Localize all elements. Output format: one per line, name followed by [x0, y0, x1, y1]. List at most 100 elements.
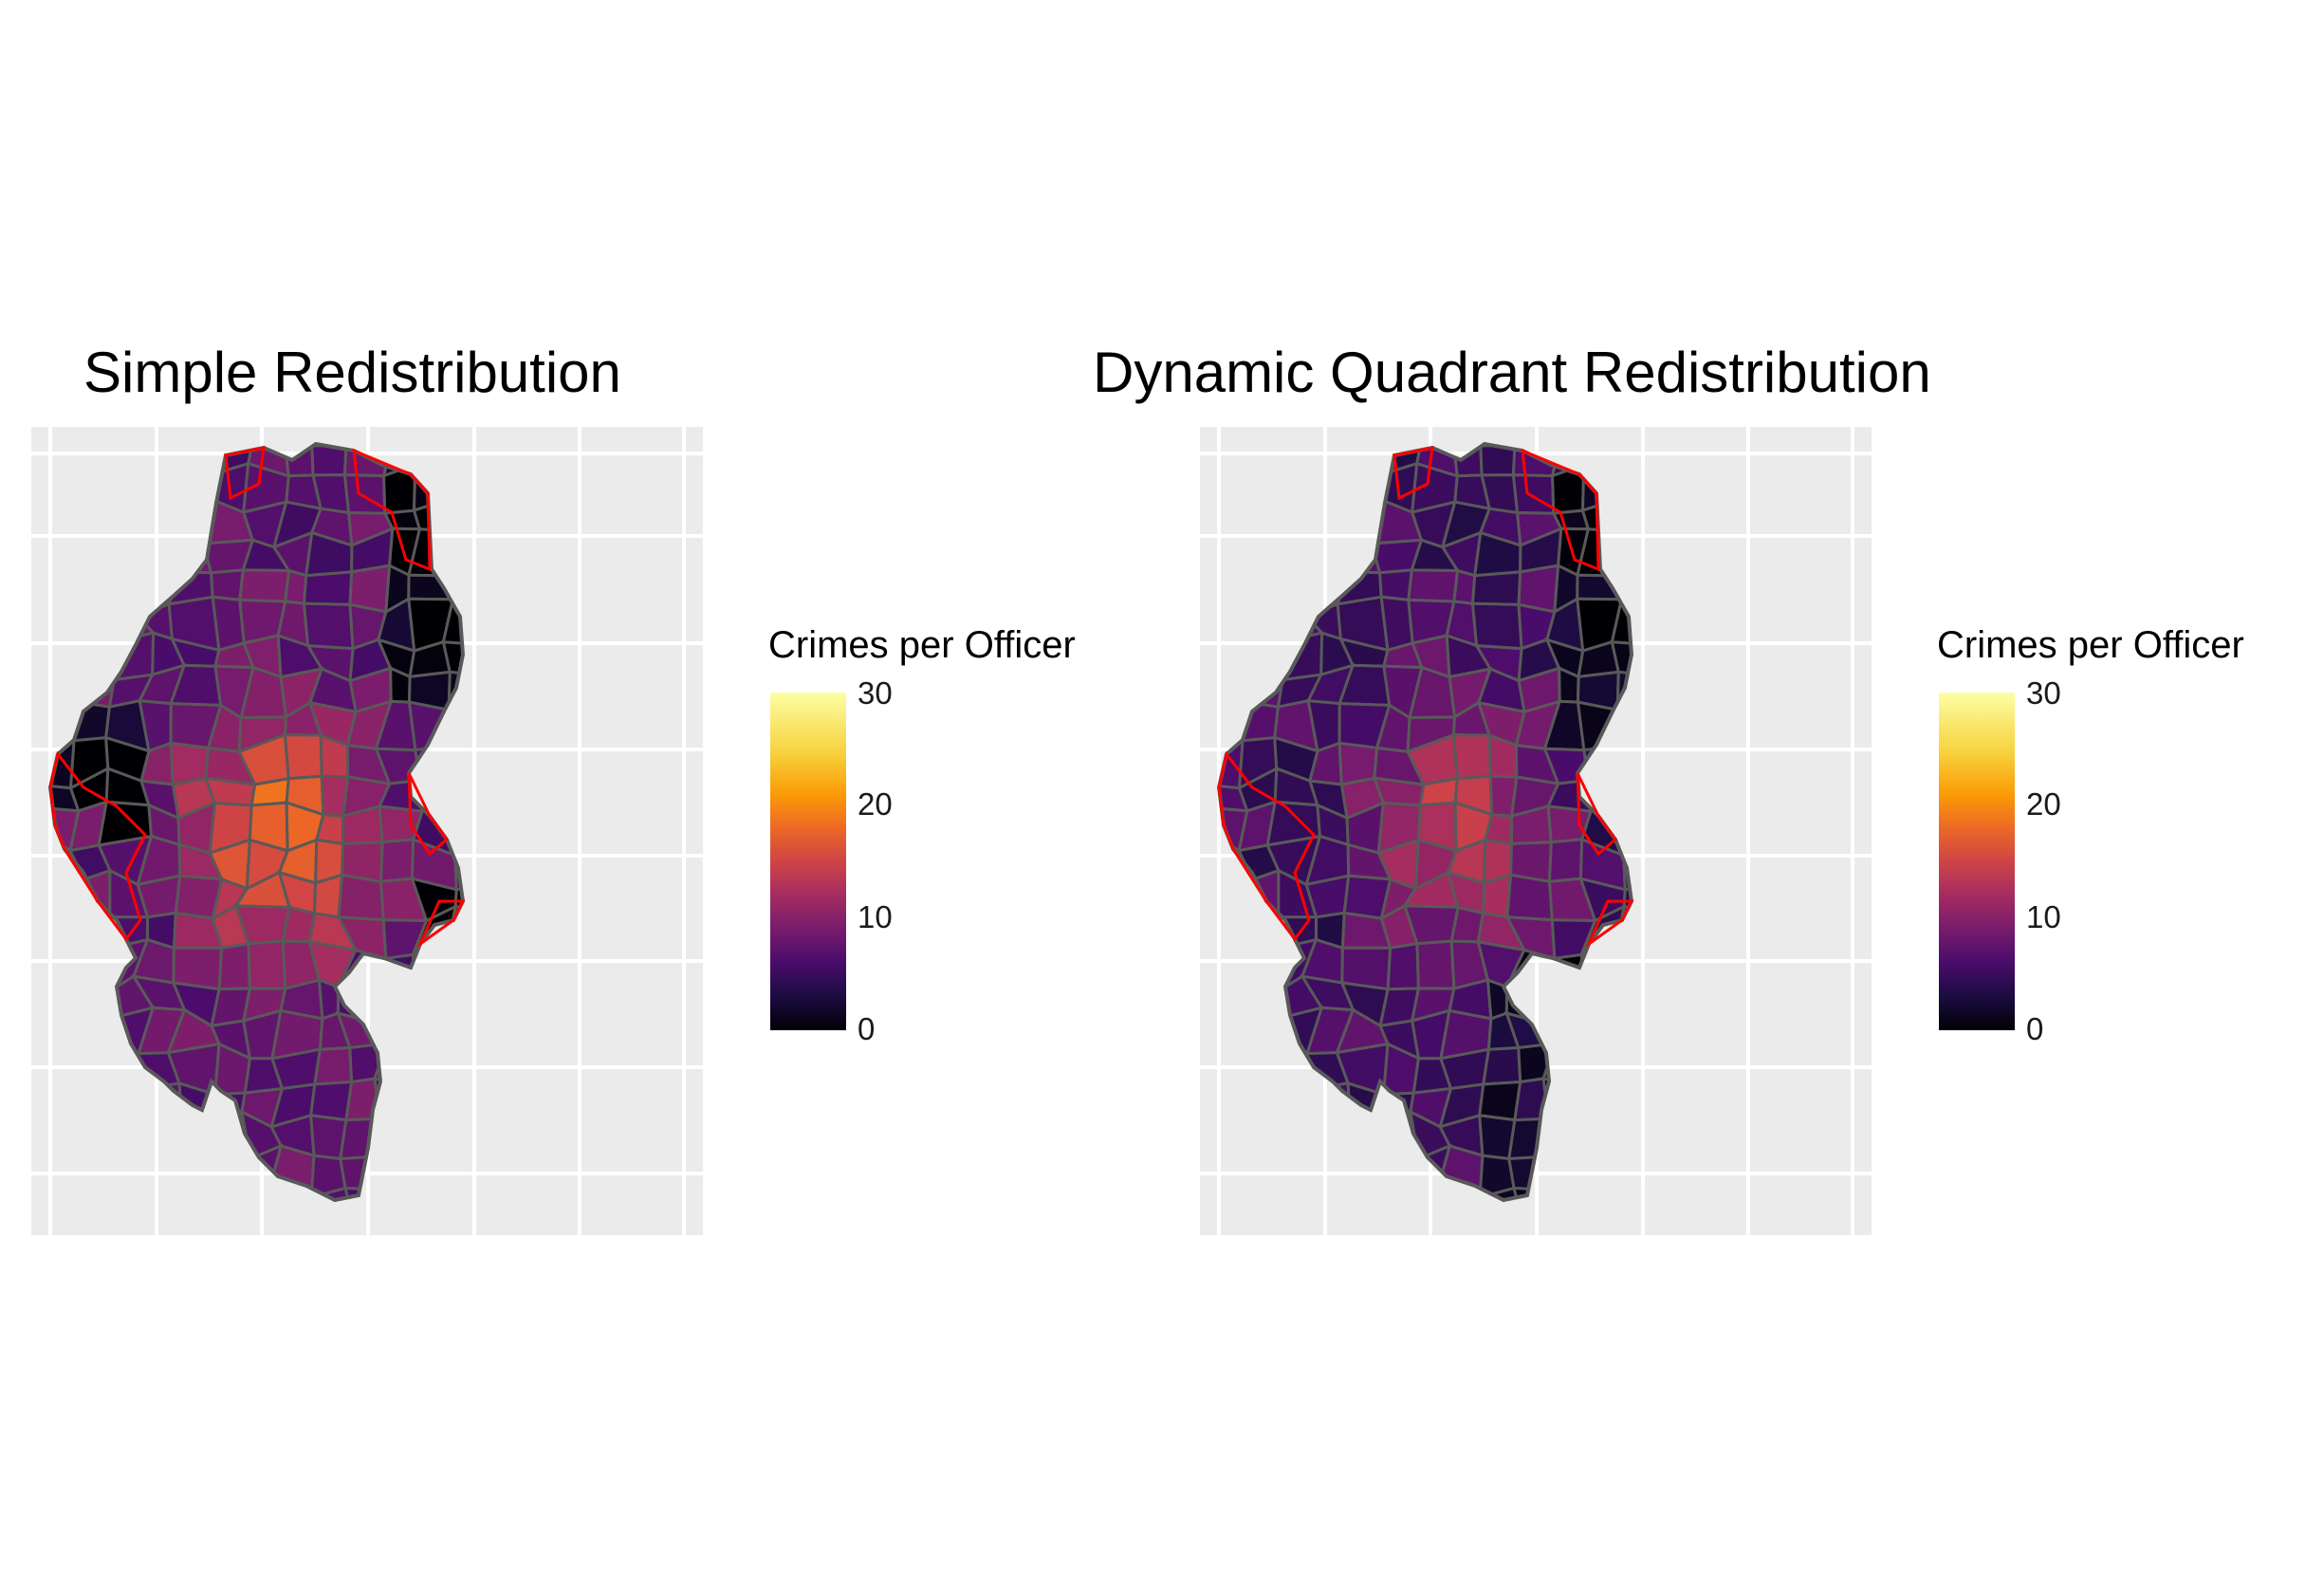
district-polygon — [447, 708, 463, 748]
district-polygon — [1586, 1106, 1631, 1164]
district-polygon — [1346, 1188, 1386, 1200]
district-polygon — [1482, 1045, 1522, 1086]
district-polygon — [444, 1217, 489, 1235]
district-polygon — [487, 1217, 528, 1235]
legend-tick-mark — [2019, 804, 2026, 805]
district-polygon — [70, 474, 118, 513]
district-polygon — [1338, 1124, 1390, 1163]
district-polygon — [78, 642, 117, 682]
highlighted-district-border — [48, 750, 147, 942]
district-polygon — [441, 640, 463, 677]
district-polygon — [1305, 1179, 1354, 1200]
district-polygon — [1352, 470, 1386, 511]
district-polygon — [1239, 474, 1286, 513]
district-polygon — [1470, 570, 1522, 606]
district-polygon — [74, 1222, 112, 1235]
district-polygon — [511, 496, 562, 547]
district-polygon — [1610, 597, 1632, 648]
district-polygon — [514, 565, 556, 613]
legend-simple: Crimes per Officer 0 10 20 30 — [768, 626, 1076, 1044]
district-polygon — [101, 532, 155, 581]
district-polygon — [247, 939, 287, 990]
district-polygon — [1219, 674, 1252, 705]
district-polygon — [1651, 570, 1689, 613]
district-polygon — [476, 909, 526, 958]
district-polygon — [514, 608, 557, 639]
legend-tick-mark — [850, 804, 858, 805]
district-polygon — [478, 1149, 527, 1184]
district-polygon — [233, 1186, 279, 1200]
district-polygon — [1378, 568, 1413, 602]
city-boundary — [47, 441, 466, 1203]
district-polygon — [1270, 1077, 1305, 1129]
district-polygon — [1615, 471, 1632, 509]
district-polygon — [1649, 837, 1697, 885]
map-panel-dynamic-quadrant-redistribution — [1200, 427, 1872, 1235]
district-polygon — [414, 987, 456, 1029]
district-polygon — [1341, 1216, 1383, 1235]
district-polygon — [1268, 631, 1324, 682]
district-polygon — [1269, 1179, 1312, 1200]
district-polygon — [1372, 776, 1426, 807]
district-polygon — [64, 986, 114, 1025]
district-polygon — [50, 700, 82, 743]
district-polygon — [1270, 1110, 1311, 1155]
district-polygon — [210, 568, 245, 602]
district-polygon — [1619, 570, 1632, 601]
district-polygon — [370, 1176, 420, 1200]
district-polygon — [510, 1149, 556, 1184]
district-polygon — [75, 567, 110, 618]
district-polygon — [1244, 567, 1279, 618]
district-polygon — [441, 597, 463, 648]
district-polygon — [1219, 700, 1250, 743]
district-polygon — [485, 1051, 515, 1091]
district-polygon — [1539, 1176, 1589, 1200]
district-polygon — [1474, 1213, 1525, 1235]
district-polygon — [1683, 565, 1725, 613]
district-polygon — [1678, 768, 1730, 814]
district-polygon — [1656, 779, 1697, 811]
district-layer — [1205, 444, 1730, 1235]
district-polygon — [1578, 1006, 1628, 1056]
district-polygon — [383, 981, 419, 1029]
legend-tick-mark — [2019, 916, 2026, 918]
district-polygon — [1219, 534, 1250, 578]
district-polygon — [1243, 594, 1272, 648]
district-polygon — [1656, 803, 1697, 842]
legend-tick-mark — [2019, 693, 2026, 694]
district-polygon — [50, 1081, 85, 1126]
district-polygon — [1648, 1017, 1694, 1060]
district-polygon — [1470, 601, 1523, 651]
district-polygon — [50, 564, 82, 602]
district-polygon — [1269, 496, 1322, 539]
district-polygon — [134, 465, 189, 511]
district-polygon — [101, 1077, 137, 1129]
district-polygon — [410, 1039, 460, 1090]
legend-label-10: 10 — [858, 899, 893, 934]
district-polygon — [415, 1212, 452, 1235]
district-polygon — [1205, 1217, 1252, 1235]
district-polygon — [69, 1182, 111, 1200]
highlighted-district-border — [416, 899, 466, 949]
district-polygon — [1552, 1025, 1587, 1056]
district-polygon — [342, 473, 387, 515]
district-polygon — [201, 1188, 244, 1200]
district-polygon — [441, 1078, 463, 1132]
district-polygon — [1614, 1124, 1632, 1164]
district-polygon — [173, 1216, 214, 1235]
district-polygon — [479, 1017, 526, 1060]
district-polygon — [1383, 1216, 1416, 1235]
district-polygon — [1688, 1218, 1729, 1235]
district-polygon — [1219, 941, 1256, 990]
district-polygon — [1610, 1078, 1632, 1132]
district-polygon — [1685, 673, 1721, 717]
district-polygon — [412, 1154, 461, 1183]
district-polygon — [527, 841, 559, 877]
district-polygon — [1611, 1179, 1632, 1200]
district-polygon — [1370, 1188, 1412, 1200]
district-polygon — [446, 494, 463, 550]
district-polygon — [486, 478, 517, 507]
district-polygon — [100, 1052, 140, 1093]
district-polygon — [1239, 495, 1286, 538]
district-polygon — [480, 675, 523, 716]
